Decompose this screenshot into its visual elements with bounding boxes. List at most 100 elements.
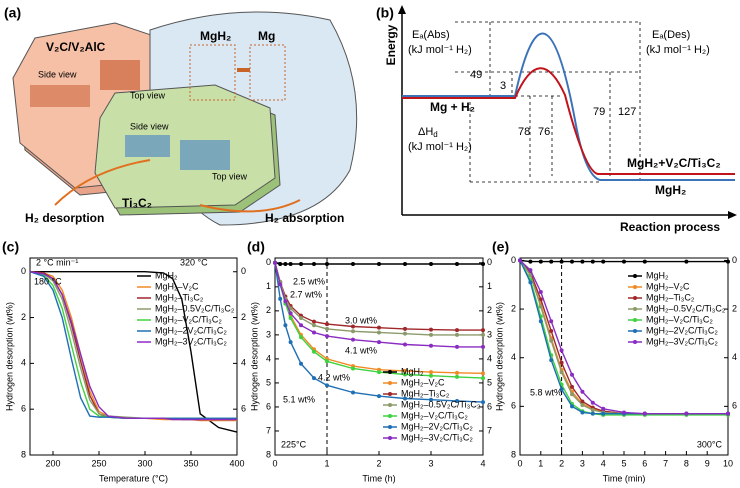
y-tick-label: 2 [511,303,516,313]
annotation: 4.1 wt% [345,345,377,355]
series-marker [403,262,407,267]
legend-marker [388,370,392,374]
y-tick-label: 4 [21,358,26,368]
series-marker [481,376,485,381]
series-marker [403,368,407,373]
series-marker [601,406,606,411]
legend-marker [633,307,637,311]
y-tick-label: 2 [21,312,26,322]
legend-marker [388,403,392,407]
series-marker [684,259,689,264]
legend-label: MgH₂ [401,366,424,376]
series-marker [312,376,316,381]
legend-marker [633,296,637,300]
guide [455,21,641,183]
value-label: 49 [470,69,482,81]
arrowhead [398,5,406,14]
arrow [199,199,301,213]
series-marker [570,404,574,409]
series-marker [351,324,355,329]
panel-tag: (b) [376,5,394,21]
annotation: 2.5 wt% [293,276,325,286]
panel-b: (b) Energy Eₐ(Abs) (kJ mol⁻¹ H₂) Eₐ(Des)… [376,5,737,234]
series-marker [429,397,433,402]
series-marker [403,372,407,377]
y-tick-label: 8 [511,449,516,459]
legend-marker [633,340,637,344]
legend-label: MgH₂–2V₂C/Ti₃C₂ [646,325,718,335]
y-tick-label: 4 [511,352,516,362]
y2-tick-label: 7 [487,425,492,435]
series-marker [580,389,585,394]
series-marker [377,370,381,375]
y-tick-label: 8 [21,449,26,459]
y2-tick-label: 6 [732,401,737,411]
series-marker [549,328,554,333]
value-label: 76 [538,126,550,138]
series-marker [538,290,543,295]
series-marker [601,411,606,416]
series-marker [403,326,407,331]
x-tick-label: 5 [621,458,626,468]
legend-label: MgH₂–Ti₃C₂ [401,388,450,398]
legend-label: MgH₂–2V₂C/Ti₃C₂ [401,421,473,431]
series-marker [288,311,293,316]
x-tick-label: 400 [229,458,244,468]
y-tick-label: 4 [266,353,271,363]
y2-tick-label: 0 [487,257,492,267]
x-tick-label: 0 [517,458,522,468]
panel-tag: (d) [247,239,265,255]
series-marker [377,330,381,335]
x-tick-label: 10 [723,458,733,468]
annotation: 3.0 wt% [345,315,377,325]
series-marker [580,410,585,415]
annotation: 2.7 wt% [290,289,322,299]
label: (kJ mol⁻¹ H₂) [408,44,472,56]
legend-label: MgH₂–0.5V₂C/Ti₃C₂ [155,303,235,313]
legend-label: MgH₂–Ti₃C₂ [646,292,695,302]
series-marker [549,319,554,324]
series-marker [549,259,554,264]
label: H₂ absorption [265,211,344,225]
label: Top view [212,171,248,181]
x-tick-label: 8 [684,458,689,468]
series-marker [278,262,283,267]
y-tick-label: 6 [511,401,516,411]
label: (kJ mol⁻¹ H₂) [646,44,710,56]
crystal [125,135,230,170]
series-marker [455,374,459,379]
panel-tag: (e) [492,239,509,255]
legend-label: MgH₂–2V₂C/Ti₃C₂ [155,325,227,335]
series-marker [351,390,355,395]
y2-tick-label: 6 [241,404,246,414]
annotation: 5.1 wt% [283,394,315,404]
series-marker [283,262,288,267]
series-marker [455,370,459,375]
legend-label: MgH₂–V₂C/Ti₃C₂ [401,410,468,420]
series-marker [325,262,329,267]
x-tick-label: 7 [663,458,668,468]
series-marker [538,297,543,302]
legend-marker [633,318,637,322]
series-marker [325,383,329,388]
legend-label: MgH₂–0.5V₂C/Ti₃C₂ [646,303,726,313]
series-marker [481,332,485,337]
series-marker [455,332,459,337]
series-marker [283,299,288,304]
arrowhead [728,211,737,219]
series-marker [481,400,485,405]
series-marker [528,273,533,278]
series-marker [429,370,433,375]
y-tick-label: 8 [266,449,271,459]
y-tick-label: 5 [266,377,271,387]
legend-label: MgH₂ [155,270,178,280]
series-marker [518,258,522,263]
series-marker [580,259,585,264]
legend-marker [633,274,637,278]
plot-frame [29,257,238,456]
series-marker [559,360,564,365]
series-marker [590,259,595,264]
series-marker [549,358,554,363]
y2-tick-label: 0 [732,255,737,265]
value-label: 79 [593,106,605,118]
